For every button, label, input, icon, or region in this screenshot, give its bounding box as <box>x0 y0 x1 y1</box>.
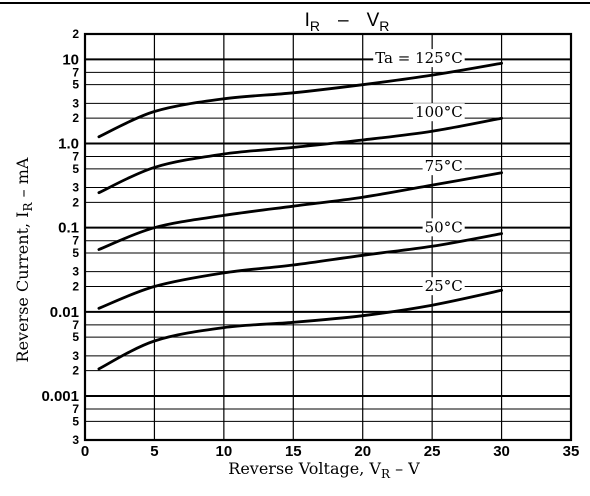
y-tick-label-major: 1.0 <box>58 136 79 153</box>
series-labels: Ta = 125°C 100°C 75°C 50°C 25°C <box>373 49 465 296</box>
x-tick-label: 25 <box>424 443 441 460</box>
y-tick-label-minor: 3 <box>72 433 79 447</box>
y-tick-label-minor: 7 <box>72 234 79 248</box>
series-curve <box>97 171 503 251</box>
y-tick-label-minor: 3 <box>72 96 79 110</box>
x-axis-title-sub: R <box>381 467 391 481</box>
y-tick-label-minor: 5 <box>72 246 79 260</box>
series-label-backing <box>373 49 465 68</box>
series-label-backing <box>413 103 465 122</box>
chart-title-i: I <box>305 10 310 31</box>
series-label-backing <box>422 218 465 237</box>
y-tick-label-minor: 7 <box>72 65 79 79</box>
y-tick-label-minor: 2 <box>72 364 79 378</box>
series-label: 75°C <box>425 157 463 175</box>
y-tick-label-minor: 5 <box>72 162 79 176</box>
series-label: 100°C <box>415 103 463 121</box>
y-tick-label-minor: 2 <box>72 279 79 293</box>
series-curve <box>97 61 503 139</box>
series-label: 25°C <box>425 277 463 295</box>
series-curve <box>97 288 503 371</box>
series-label: 50°C <box>425 218 463 236</box>
y-tick-label-major: 0.1 <box>58 220 79 237</box>
y-tick-label-minor: 5 <box>72 78 79 92</box>
chart-title-v-sub: R <box>379 18 389 34</box>
y-axis-title: Reverse Current, IR – mA <box>13 157 35 362</box>
x-tick-labels: 0 5 10 15 20 25 30 35 <box>81 443 580 460</box>
x-axis-title-main: Reverse Voltage, V <box>228 459 381 478</box>
x-tick-label: 30 <box>493 443 510 460</box>
y-tick-label-minor: 7 <box>72 402 79 416</box>
y-tick-label-major: 0.001 <box>41 388 79 405</box>
series-curve <box>97 116 503 195</box>
x-axis-title-unit: – V <box>390 459 420 478</box>
series-curve <box>97 232 503 310</box>
y-tick-label-minor: 7 <box>72 318 79 332</box>
y-tick-label-major: 10 <box>62 51 79 68</box>
y-tick-label-major: 0.01 <box>50 304 79 321</box>
series-label-backing <box>422 277 465 296</box>
x-tick-label: 10 <box>216 443 233 460</box>
chart-title-sep: – <box>338 10 349 31</box>
y-tick-label-minor: 5 <box>72 414 79 428</box>
chart-title-v: V <box>367 10 380 31</box>
y-tick-label-minor: 5 <box>72 330 79 344</box>
y-tick-label-minor: 2 <box>72 27 79 41</box>
x-tick-label: 5 <box>150 443 158 460</box>
chart-title: IR – VR <box>305 10 390 34</box>
plot-frame <box>83 32 573 442</box>
y-axis-title-sub: R <box>21 201 35 211</box>
grid <box>84 33 572 441</box>
y-tick-label-minor: 7 <box>72 150 79 164</box>
y-tick-label-minor: 3 <box>72 349 79 363</box>
y-axis-title-unit: – mA <box>13 157 32 202</box>
chart-title-i-sub: R <box>310 18 320 34</box>
x-tick-label: 15 <box>285 443 302 460</box>
y-axis-title-main: Reverse Current, I <box>13 211 32 362</box>
y-tick-label-minor: 2 <box>72 195 79 209</box>
x-tick-label: 0 <box>81 443 89 460</box>
y-tick-label-minor: 3 <box>72 265 79 279</box>
series-label-backing <box>422 157 465 176</box>
x-axis-title: Reverse Voltage, VR – V <box>228 459 420 481</box>
x-tick-label: 20 <box>354 443 371 460</box>
x-tick-label: 35 <box>563 443 580 460</box>
y-tick-label-minor: 2 <box>72 111 79 125</box>
y-tick-label-minor: 3 <box>72 181 79 195</box>
series-curves <box>97 61 503 371</box>
series-label: Ta = 125°C <box>375 49 463 67</box>
